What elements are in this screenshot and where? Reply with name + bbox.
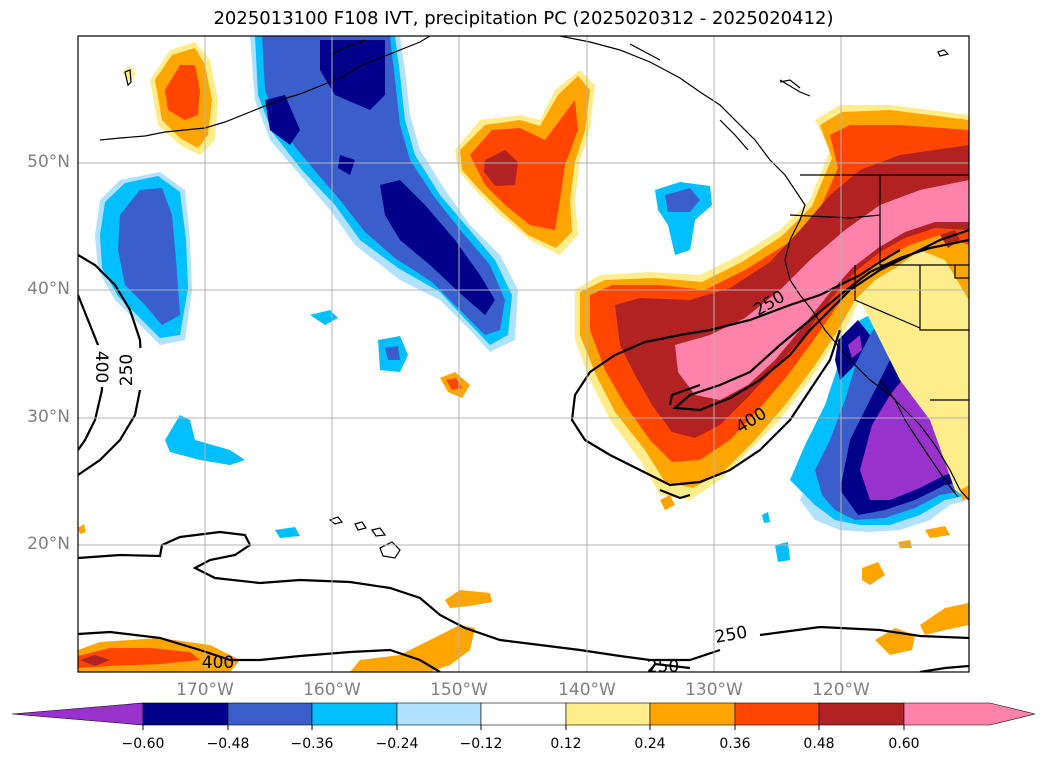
colorbar-tick: −0.48 [206,736,250,752]
lat-label-20n: 20°N [27,534,70,554]
lon-label-150w: 150°W [430,680,488,700]
lon-label-160w: 160°W [303,680,361,700]
contour-label-400-west: 400 [91,351,111,383]
ivt-contours [78,228,969,672]
colorbar-tick: 0.60 [888,736,920,752]
positive-anomaly-nw [122,42,218,155]
lon-label-130w: 130°W [685,680,743,700]
colorbar-extend-high [903,702,1036,726]
lat-label-40n: 40°N [27,279,70,299]
lat-label-30n: 30°N [27,407,70,427]
map-title: 2025013100 F108 IVT, precipitation PC (2… [213,8,834,29]
contour-label-250-bottom: 250 [647,657,679,677]
colorbar-tick: −0.24 [375,736,419,752]
contour-label-250-west: 250 [117,354,137,386]
lat-label-50n: 50°N [27,152,70,172]
map-frame [77,35,970,673]
colorbar-tick: −0.36 [290,736,334,752]
colorbar-tick: −0.60 [121,736,165,752]
contour-label-400-south: 400 [202,653,234,673]
colorbar-tick: 0.24 [634,736,666,752]
lon-label-120w: 120°W [812,680,870,700]
coastlines [99,36,969,559]
graticule [78,36,969,672]
colorbar [11,702,1036,730]
positive-anomaly-small [78,372,969,672]
negative-anomaly-small [165,182,790,562]
colorbar-tick: 0.12 [550,736,582,752]
colorbar-tick: 0.36 [719,736,751,752]
lon-label-170w: 170°W [176,680,234,700]
colorbar-tick: 0.48 [803,736,835,752]
negative-anomaly-gulf-of-alaska [250,36,518,352]
lon-label-140w: 140°W [558,680,616,700]
colorbar-extend-low [11,702,144,726]
colorbar-tick: −0.12 [459,736,503,752]
